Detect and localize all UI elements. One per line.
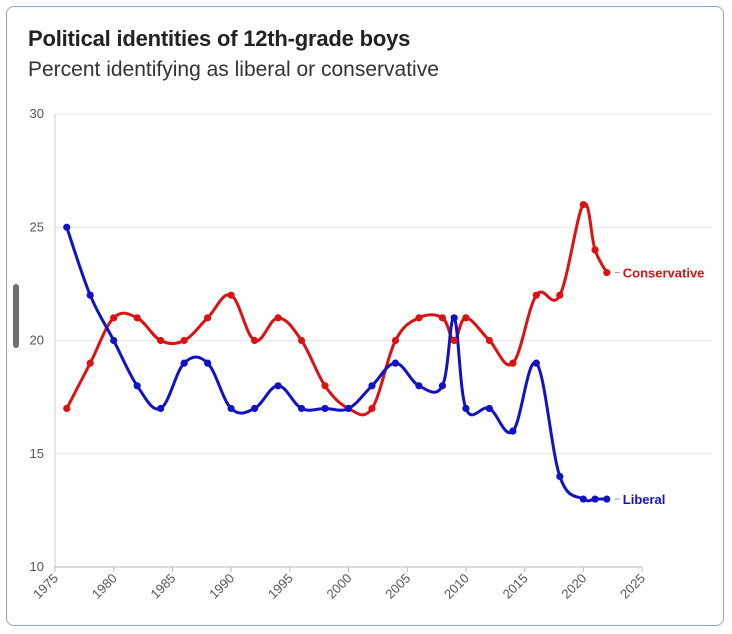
conservative-point xyxy=(579,201,587,209)
chart-card xyxy=(6,6,724,626)
liberal-point xyxy=(180,359,188,367)
conservative-point xyxy=(509,359,517,367)
x-tick-label: 1995 xyxy=(265,571,296,602)
chart-subtitle: Percent identifying as liberal or conser… xyxy=(28,58,439,81)
x-tick-label: 2025 xyxy=(617,571,648,602)
chart-title: Political identities of 12th-grade boys xyxy=(28,26,411,51)
liberal-point xyxy=(579,495,587,503)
liberal-point xyxy=(157,404,165,413)
conservative-point xyxy=(133,314,141,322)
x-tick-label: 2020 xyxy=(558,571,589,602)
liberal-point xyxy=(509,427,517,435)
y-tick-label: 15 xyxy=(30,446,44,461)
axes xyxy=(54,114,643,572)
liberal-point xyxy=(450,314,458,322)
conservative-point xyxy=(274,314,282,322)
conservative-point xyxy=(227,291,235,299)
conservative-point xyxy=(368,404,376,413)
liberal-point xyxy=(204,359,212,367)
series-end-labels: Conservative Liberal xyxy=(614,266,705,507)
x-tick-label: 2010 xyxy=(441,571,472,602)
conservative-point xyxy=(462,314,470,322)
x-tick-label: 1975 xyxy=(30,571,61,602)
liberal-point xyxy=(462,404,470,413)
liberal-line xyxy=(65,225,609,503)
liberal-point xyxy=(227,404,235,413)
conservative-point xyxy=(180,336,188,345)
conservative-point xyxy=(157,336,165,345)
conservative-point xyxy=(297,336,306,345)
liberal-point xyxy=(415,382,423,390)
y-tick-labels: 10 15 20 25 30 xyxy=(30,106,44,574)
conservative-point xyxy=(603,268,611,277)
liberal-point xyxy=(274,382,282,390)
liberal-point xyxy=(321,404,329,413)
x-tick-label: 2005 xyxy=(382,571,413,602)
x-tick-label: 1985 xyxy=(147,571,178,602)
conservative-point xyxy=(532,291,540,299)
conservative-point xyxy=(110,314,118,322)
liberal-point xyxy=(86,291,94,299)
liberal-point xyxy=(391,359,400,367)
liberal-point xyxy=(63,223,71,231)
drag-handle[interactable] xyxy=(13,284,19,348)
y-tick-label: 20 xyxy=(30,333,44,348)
liberal-point xyxy=(603,495,611,503)
conservative-end-label: Conservative xyxy=(623,266,705,281)
liberal-point xyxy=(297,404,306,413)
x-tick-label: 2000 xyxy=(324,571,355,602)
conservative-point xyxy=(415,314,423,322)
liberal-point xyxy=(532,359,540,367)
conservative-point xyxy=(485,336,493,345)
gridlines xyxy=(55,113,712,455)
liberal-point xyxy=(133,382,141,390)
conservative-point xyxy=(556,291,564,299)
liberal-point xyxy=(556,472,564,480)
y-tick-label: 30 xyxy=(30,106,44,121)
conservative-point xyxy=(321,382,329,390)
conservative-point xyxy=(438,314,447,322)
series-points xyxy=(63,201,611,503)
liberal-point xyxy=(344,404,353,413)
conservative-point xyxy=(86,359,94,367)
conservative-point xyxy=(591,246,599,254)
x-tick-label: 2015 xyxy=(500,571,531,602)
liberal-point xyxy=(485,404,493,413)
conservative-point xyxy=(450,336,458,345)
x-tick-label: 1980 xyxy=(89,571,120,602)
conservative-point xyxy=(63,404,71,413)
liberal-point xyxy=(250,404,259,413)
x-tick-labels: 1975 1980 1985 1990 1995 2000 2005 2010 2015 2020… xyxy=(30,571,648,602)
liberal-point xyxy=(110,336,118,345)
liberal-point xyxy=(438,382,447,390)
x-tick-label: 1990 xyxy=(206,571,237,602)
conservative-point xyxy=(250,336,259,345)
y-tick-label: 25 xyxy=(30,219,44,234)
y-tick-label: 10 xyxy=(30,559,44,574)
liberal-point xyxy=(591,495,599,503)
liberal-end-label: Liberal xyxy=(623,492,666,507)
series-lines xyxy=(65,202,609,503)
liberal-point xyxy=(368,382,376,390)
conservative-point xyxy=(204,314,212,322)
conservative-point xyxy=(391,336,400,345)
